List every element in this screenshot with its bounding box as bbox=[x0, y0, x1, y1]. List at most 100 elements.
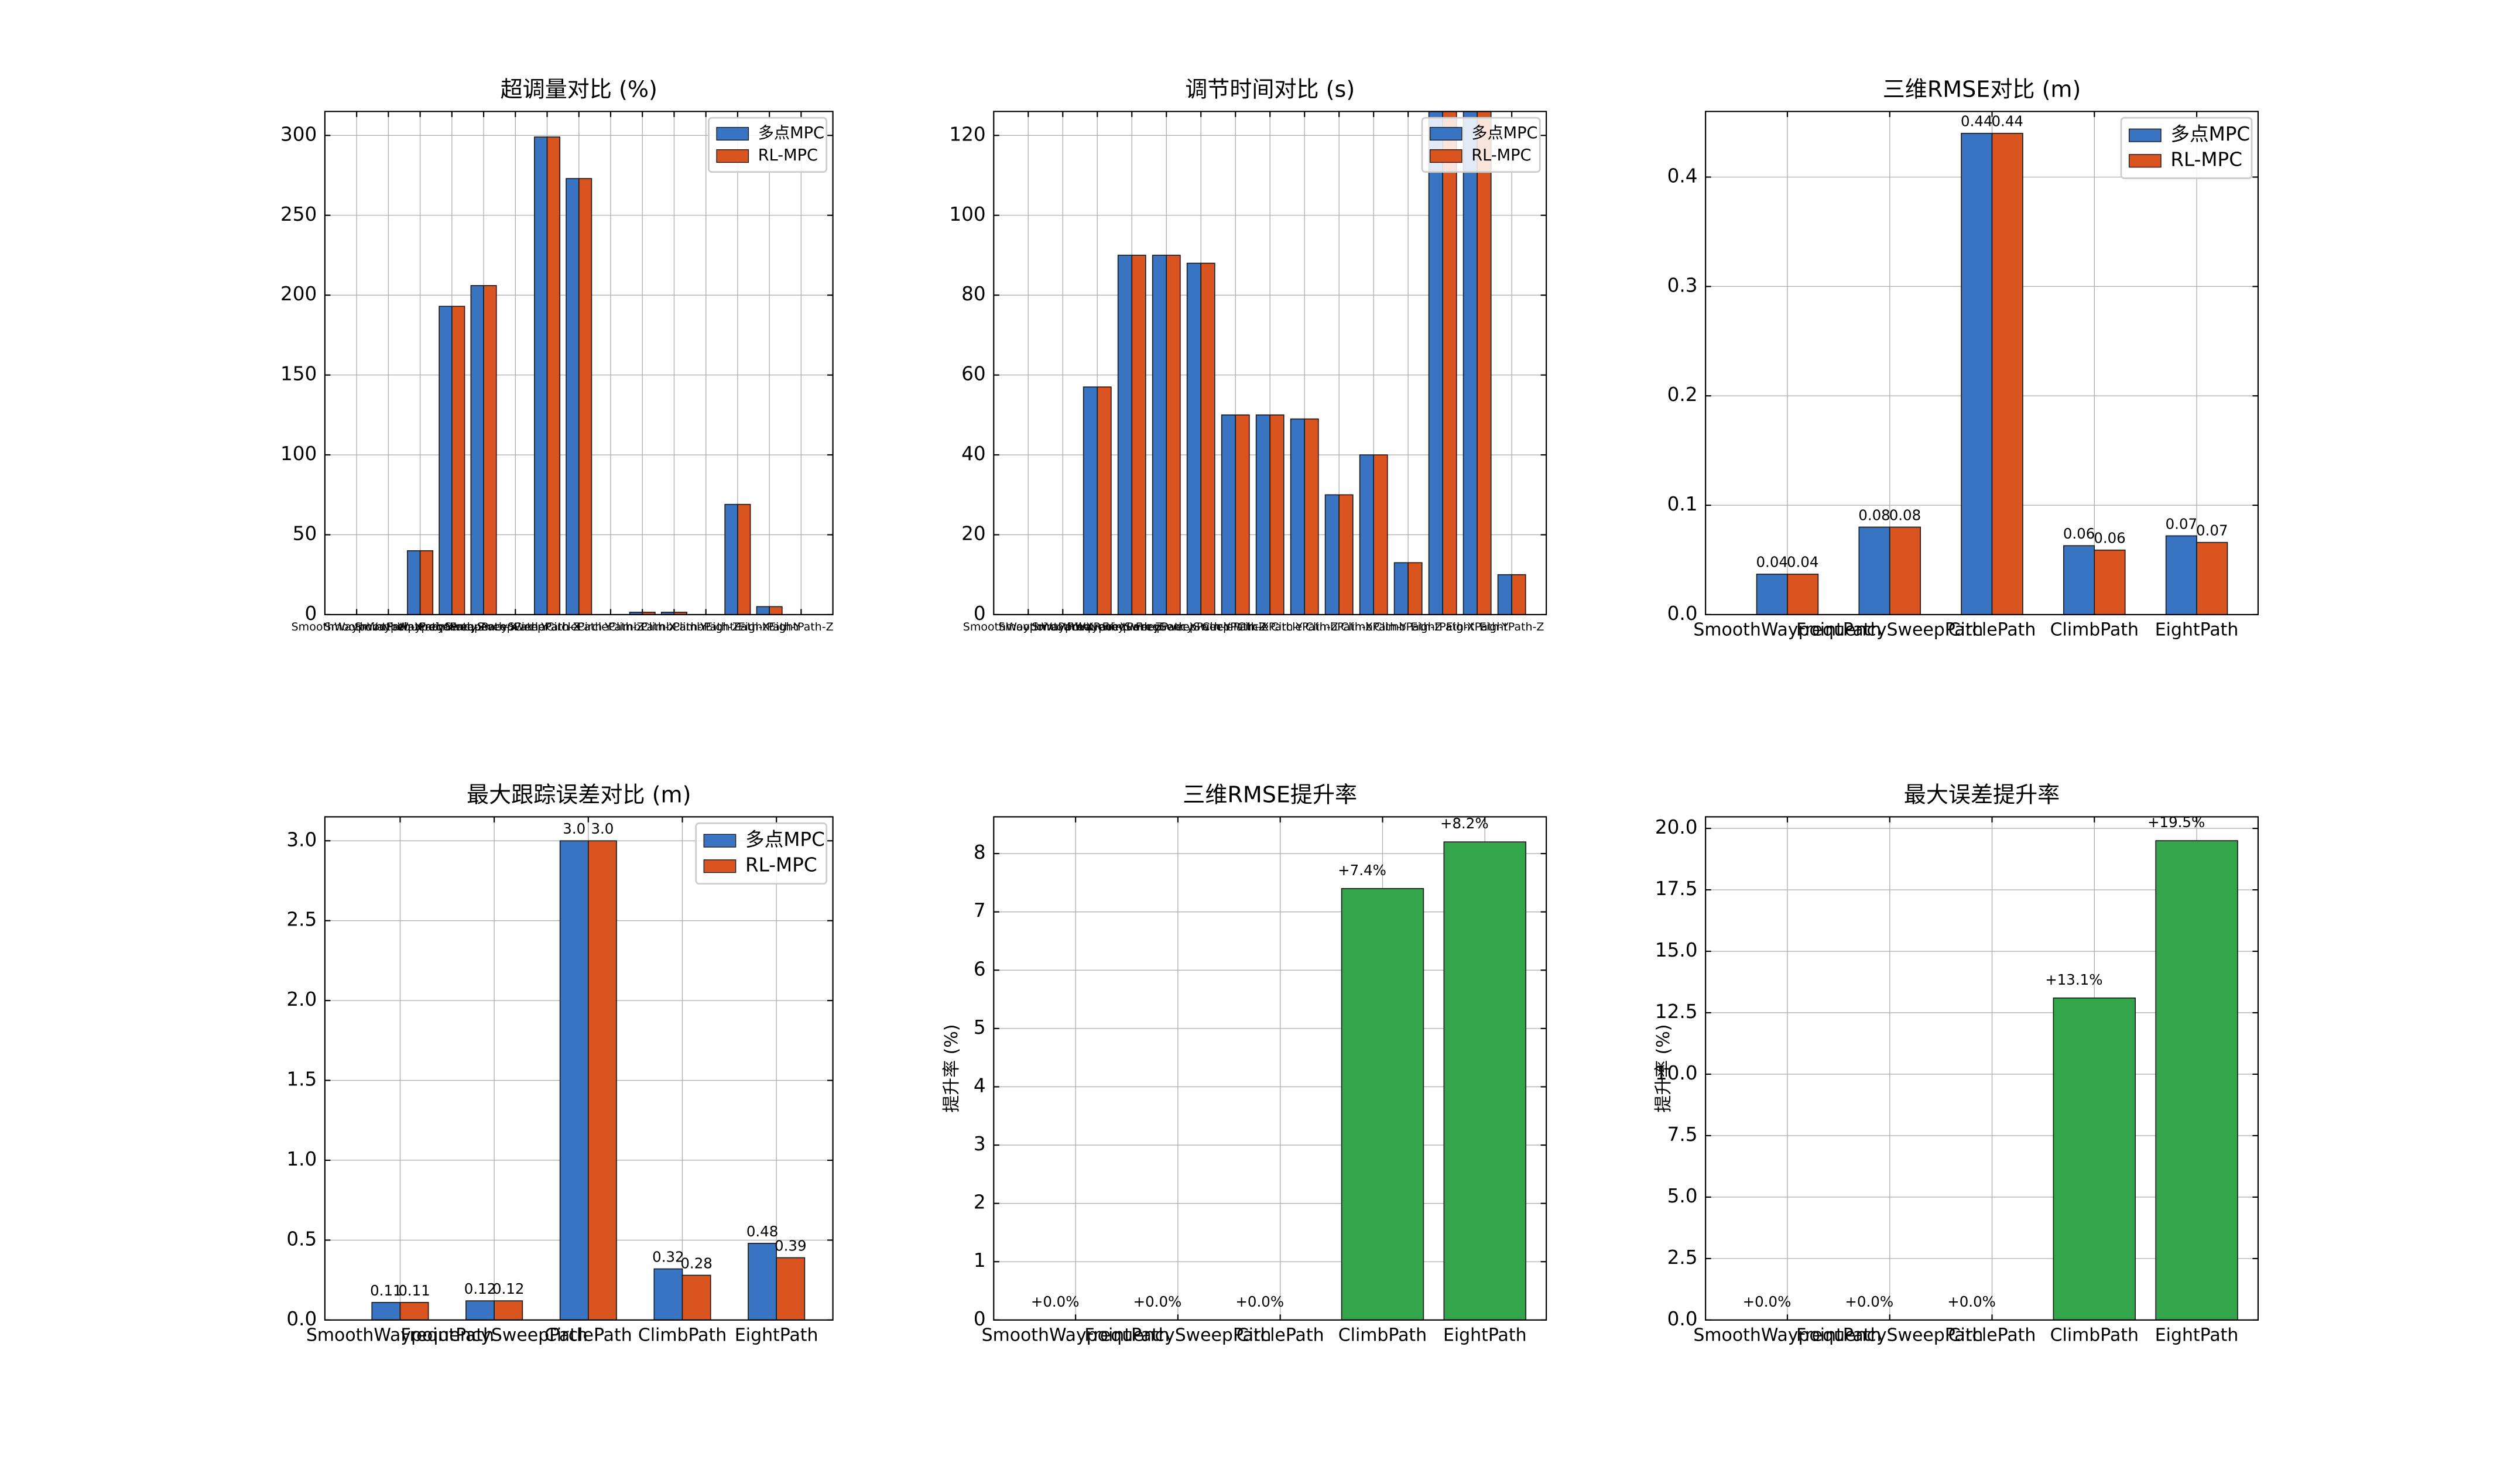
x-tick-label: ClimbPath-Y bbox=[1341, 621, 1407, 633]
chart-title: 最大误差提升率 bbox=[1904, 782, 2060, 807]
x-tick-label: CirclePath-X bbox=[513, 621, 580, 633]
value-label: 0.07 bbox=[2166, 515, 2197, 532]
bar bbox=[642, 611, 656, 615]
value-label: 0.04 bbox=[1756, 554, 1787, 571]
value-label: +7.4% bbox=[1338, 862, 1386, 879]
value-label: 0.06 bbox=[2094, 530, 2125, 547]
y-tick-label: 80 bbox=[961, 283, 986, 305]
bar bbox=[1756, 573, 1788, 615]
bar bbox=[407, 550, 421, 615]
value-label: +0.0% bbox=[1743, 1293, 1792, 1310]
y-tick-label: 1.5 bbox=[286, 1068, 317, 1091]
bars bbox=[1756, 132, 2228, 615]
value-label: 0.32 bbox=[652, 1248, 684, 1265]
bar bbox=[1373, 454, 1388, 615]
y-tick-label: 3.0 bbox=[286, 828, 317, 851]
y-tick-label: 200 bbox=[280, 283, 317, 305]
bar bbox=[1221, 414, 1236, 615]
legend-swatch bbox=[1429, 149, 1462, 163]
bar bbox=[1359, 454, 1375, 615]
bar bbox=[1269, 414, 1285, 615]
x-tick-label: EightPath-X bbox=[705, 621, 770, 633]
bar bbox=[439, 306, 453, 615]
x-tick-label: SmoothWaypointPath bbox=[1693, 1325, 1881, 1346]
bar bbox=[1889, 526, 1921, 615]
bar bbox=[769, 606, 783, 615]
y-tick-label: 100 bbox=[949, 203, 985, 225]
x-tick-label: ClimbPath-Z bbox=[1374, 621, 1442, 633]
bar bbox=[737, 503, 751, 615]
x-tick-label: CirclePath bbox=[1948, 620, 2036, 640]
y-tick-label: 300 bbox=[280, 123, 317, 145]
y-tick-label: 50 bbox=[293, 522, 317, 544]
bar bbox=[1304, 418, 1319, 615]
legend-label: RL-MPC bbox=[1471, 146, 1531, 164]
bar bbox=[1338, 494, 1354, 615]
legend: 多点MPC RL-MPC bbox=[1421, 116, 1541, 173]
x-tick-label: SmoothWaypointPath bbox=[1693, 620, 1881, 640]
bar bbox=[419, 550, 434, 615]
value-label: 0.39 bbox=[775, 1237, 806, 1254]
bars bbox=[371, 840, 806, 1320]
x-tick-label: CirclePath-X bbox=[1202, 621, 1269, 633]
y-tick-label: 0.0 bbox=[1667, 1308, 1698, 1330]
value-label: 0.04 bbox=[1787, 554, 1818, 571]
bar bbox=[578, 178, 592, 615]
y-tick-label: 2 bbox=[974, 1191, 986, 1214]
y-tick-label: 17.5 bbox=[1655, 878, 1698, 900]
chart-title: 最大跟踪误差对比 (m) bbox=[467, 782, 691, 807]
value-label: +0.0% bbox=[1133, 1293, 1182, 1310]
x-tick-label: SmoothWaypointPath-Y bbox=[324, 621, 453, 633]
bar bbox=[748, 1243, 777, 1320]
value-label: 3.0 bbox=[563, 820, 585, 837]
value-label: +0.0% bbox=[1031, 1293, 1080, 1310]
bars bbox=[407, 136, 783, 615]
value-label: 0.11 bbox=[398, 1282, 430, 1299]
x-tick-label: EightPath-Y bbox=[1446, 621, 1509, 633]
chart: SmoothWaypointPath-XSmoothWaypointPath-Y… bbox=[280, 77, 834, 633]
bar bbox=[534, 136, 548, 615]
y-tick-label: 60 bbox=[961, 363, 986, 385]
bar bbox=[1152, 255, 1167, 615]
x-tick-label: FrequencySweepPath bbox=[1796, 620, 1983, 640]
y-tick-label: 0.4 bbox=[1667, 165, 1698, 187]
value-label: 0.06 bbox=[2063, 525, 2095, 542]
y-tick-label: 0.5 bbox=[286, 1228, 317, 1250]
x-tick-label: FrequencySweepPath-Z bbox=[450, 621, 581, 633]
bar bbox=[1961, 132, 1993, 615]
legend-label: 多点MPC bbox=[745, 828, 825, 851]
y-tick-label: 0 bbox=[974, 1308, 986, 1330]
bar bbox=[1393, 562, 1409, 615]
x-tick-label: FrequencySweepPath-Z bbox=[1136, 621, 1266, 633]
y-tick-label: 1 bbox=[974, 1249, 986, 1271]
x-tick-label: SmoothWaypointPath-X bbox=[292, 621, 422, 633]
legend-swatch bbox=[703, 859, 737, 873]
x-tick-label: EightPath-X bbox=[1410, 621, 1475, 633]
y-tick-label: 0.3 bbox=[1667, 274, 1698, 296]
y-tick-label: 20 bbox=[961, 522, 986, 544]
legend-swatch bbox=[2128, 154, 2162, 168]
x-tick-label: SmoothWaypointPath-Z bbox=[355, 621, 486, 633]
legend: 多点MPC RL-MPC bbox=[2120, 116, 2253, 179]
bar bbox=[776, 1257, 806, 1320]
bar bbox=[1166, 255, 1181, 615]
y-axis-label: 提升率 (%) bbox=[941, 1024, 962, 1113]
x-tick-label: SmoothWaypointPath-Y bbox=[998, 621, 1128, 633]
bar bbox=[724, 503, 738, 615]
y-tick-label: 0.1 bbox=[1667, 493, 1698, 515]
legend-label: RL-MPC bbox=[745, 854, 817, 876]
chart: SmoothWaypointPathFrequencySweepPathCirc… bbox=[941, 782, 1547, 1346]
value-label: 0.07 bbox=[2196, 522, 2228, 539]
bar bbox=[2094, 549, 2126, 615]
x-tick-label: CirclePath bbox=[544, 1325, 632, 1346]
bar bbox=[1235, 414, 1250, 615]
value-label: 3.0 bbox=[591, 820, 614, 837]
bar bbox=[1442, 111, 1457, 615]
y-tick-label: 5 bbox=[974, 1016, 986, 1039]
legend-label: 多点MPC bbox=[758, 124, 824, 142]
x-tick-label: CirclePath bbox=[1236, 1325, 1324, 1346]
y-axis-label: 提升率 (%) bbox=[1653, 1024, 1674, 1113]
x-tick-label: CirclePath-Y bbox=[546, 621, 612, 633]
bars bbox=[1341, 841, 1526, 1320]
bar bbox=[494, 1300, 523, 1320]
